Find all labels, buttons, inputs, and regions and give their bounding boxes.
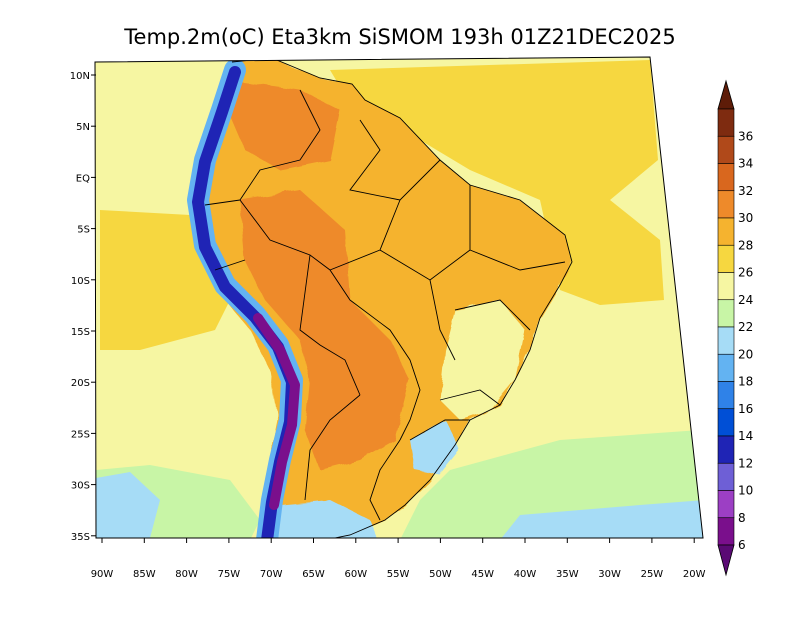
colorbar-label: 28 [738, 238, 753, 252]
colorbar-swatch [717, 381, 735, 410]
colorbar-swatch [717, 299, 735, 328]
colorbar-swatch [717, 517, 735, 546]
colorbar-label: 26 [738, 266, 753, 280]
colorbar-label: 8 [738, 511, 746, 525]
latitude-axis: 10N 5N EQ 5S 10S 15S 20S 25S 30S 35S [70, 71, 96, 543]
lat-tick-label: 5N [76, 122, 90, 133]
colorbar-swatch [717, 217, 735, 246]
lon-tick-label: 25W [641, 569, 664, 580]
colorbar-swatch [717, 353, 735, 382]
colorbar-label: 6 [738, 538, 746, 552]
longitude-axis: 90W 85W 80W 75W 70W 65W 60W 55W 50W 45W 40W 35W 30W 2… [91, 538, 706, 580]
southeast-cool-zone [440, 300, 525, 420]
lon-tick-label: 40W [514, 569, 537, 580]
colorbar-label: 14 [738, 429, 753, 443]
lon-tick-label: 20W [683, 569, 706, 580]
colorbar-swatch [717, 190, 735, 219]
colorbar-label: 24 [738, 293, 753, 307]
map-frame [94, 56, 704, 539]
colorbar-label: 18 [738, 375, 753, 389]
colorbar-swatch [717, 435, 735, 464]
colorbar-swatch [717, 272, 735, 301]
colorbar-swatch [717, 408, 735, 437]
colorbar-swatch [717, 326, 735, 355]
temperature-field [95, 57, 703, 538]
patagonia-cool-zone [270, 500, 380, 538]
lon-tick-label: 60W [344, 569, 367, 580]
colorbar-swatch [717, 163, 735, 192]
colorbar-over-arrow [717, 79, 735, 110]
lon-tick-label: 35W [556, 569, 579, 580]
colorbar-swatch [717, 462, 735, 491]
pacific-cold-patch [96, 472, 160, 538]
colorbar-label: 30 [738, 211, 753, 225]
lon-tick-label: 30W [598, 569, 621, 580]
lon-tick-label: 85W [133, 569, 156, 580]
colorbar-label: 12 [738, 456, 753, 470]
map-title: Temp.2m(oC) Eta3km SiSMOM 193h 01Z21DEC2… [123, 25, 675, 49]
lat-tick-label: 25S [71, 429, 90, 440]
lon-tick-label: 65W [302, 569, 325, 580]
lat-tick-label: 15S [71, 327, 90, 338]
colorbar-label: 20 [738, 347, 753, 361]
colorbar-swatch [717, 244, 735, 273]
interior-hot-zone [240, 190, 410, 470]
lon-tick-label: 55W [387, 569, 410, 580]
atlantic-warm-band [330, 60, 664, 305]
lon-tick-label: 50W [429, 569, 452, 580]
colorbar-label: 22 [738, 320, 753, 334]
lat-tick-label: EQ [76, 173, 90, 184]
lat-tick-label: 20S [71, 378, 90, 389]
amazon-hot-zone [225, 80, 340, 170]
lat-tick-label: 30S [71, 481, 90, 492]
lon-tick-label: 80W [175, 569, 198, 580]
colorbar-swatch [717, 490, 735, 519]
lat-tick-label: 10N [70, 71, 90, 82]
colorbar-label: 32 [738, 184, 753, 198]
colorbar-label: 10 [738, 484, 753, 498]
lat-tick-label: 5S [77, 225, 90, 236]
south-cool-zone [410, 420, 460, 475]
lat-tick-label: 10S [71, 276, 90, 287]
colorbar-label: 36 [738, 129, 753, 143]
lon-tick-label: 45W [471, 569, 494, 580]
lon-tick-label: 75W [218, 569, 241, 580]
political-borders [204, 57, 573, 538]
colorbar-swatch [717, 108, 735, 137]
lon-tick-label: 90W [91, 569, 114, 580]
lon-tick-label: 70W [260, 569, 283, 580]
colorbar-under-arrow [717, 544, 735, 577]
colorbar-swatch [717, 135, 735, 164]
andes-coldest-core [253, 313, 300, 510]
colorbar-label: 34 [738, 157, 753, 171]
lat-tick-label: 35S [71, 532, 90, 543]
atlantic-cold-patch [500, 500, 703, 538]
colorbar-label: 16 [738, 402, 753, 416]
temperature-colorbar: 6 8 10 12 14 16 18 20 22 24 26 28 30 32 34 36 [717, 79, 753, 577]
